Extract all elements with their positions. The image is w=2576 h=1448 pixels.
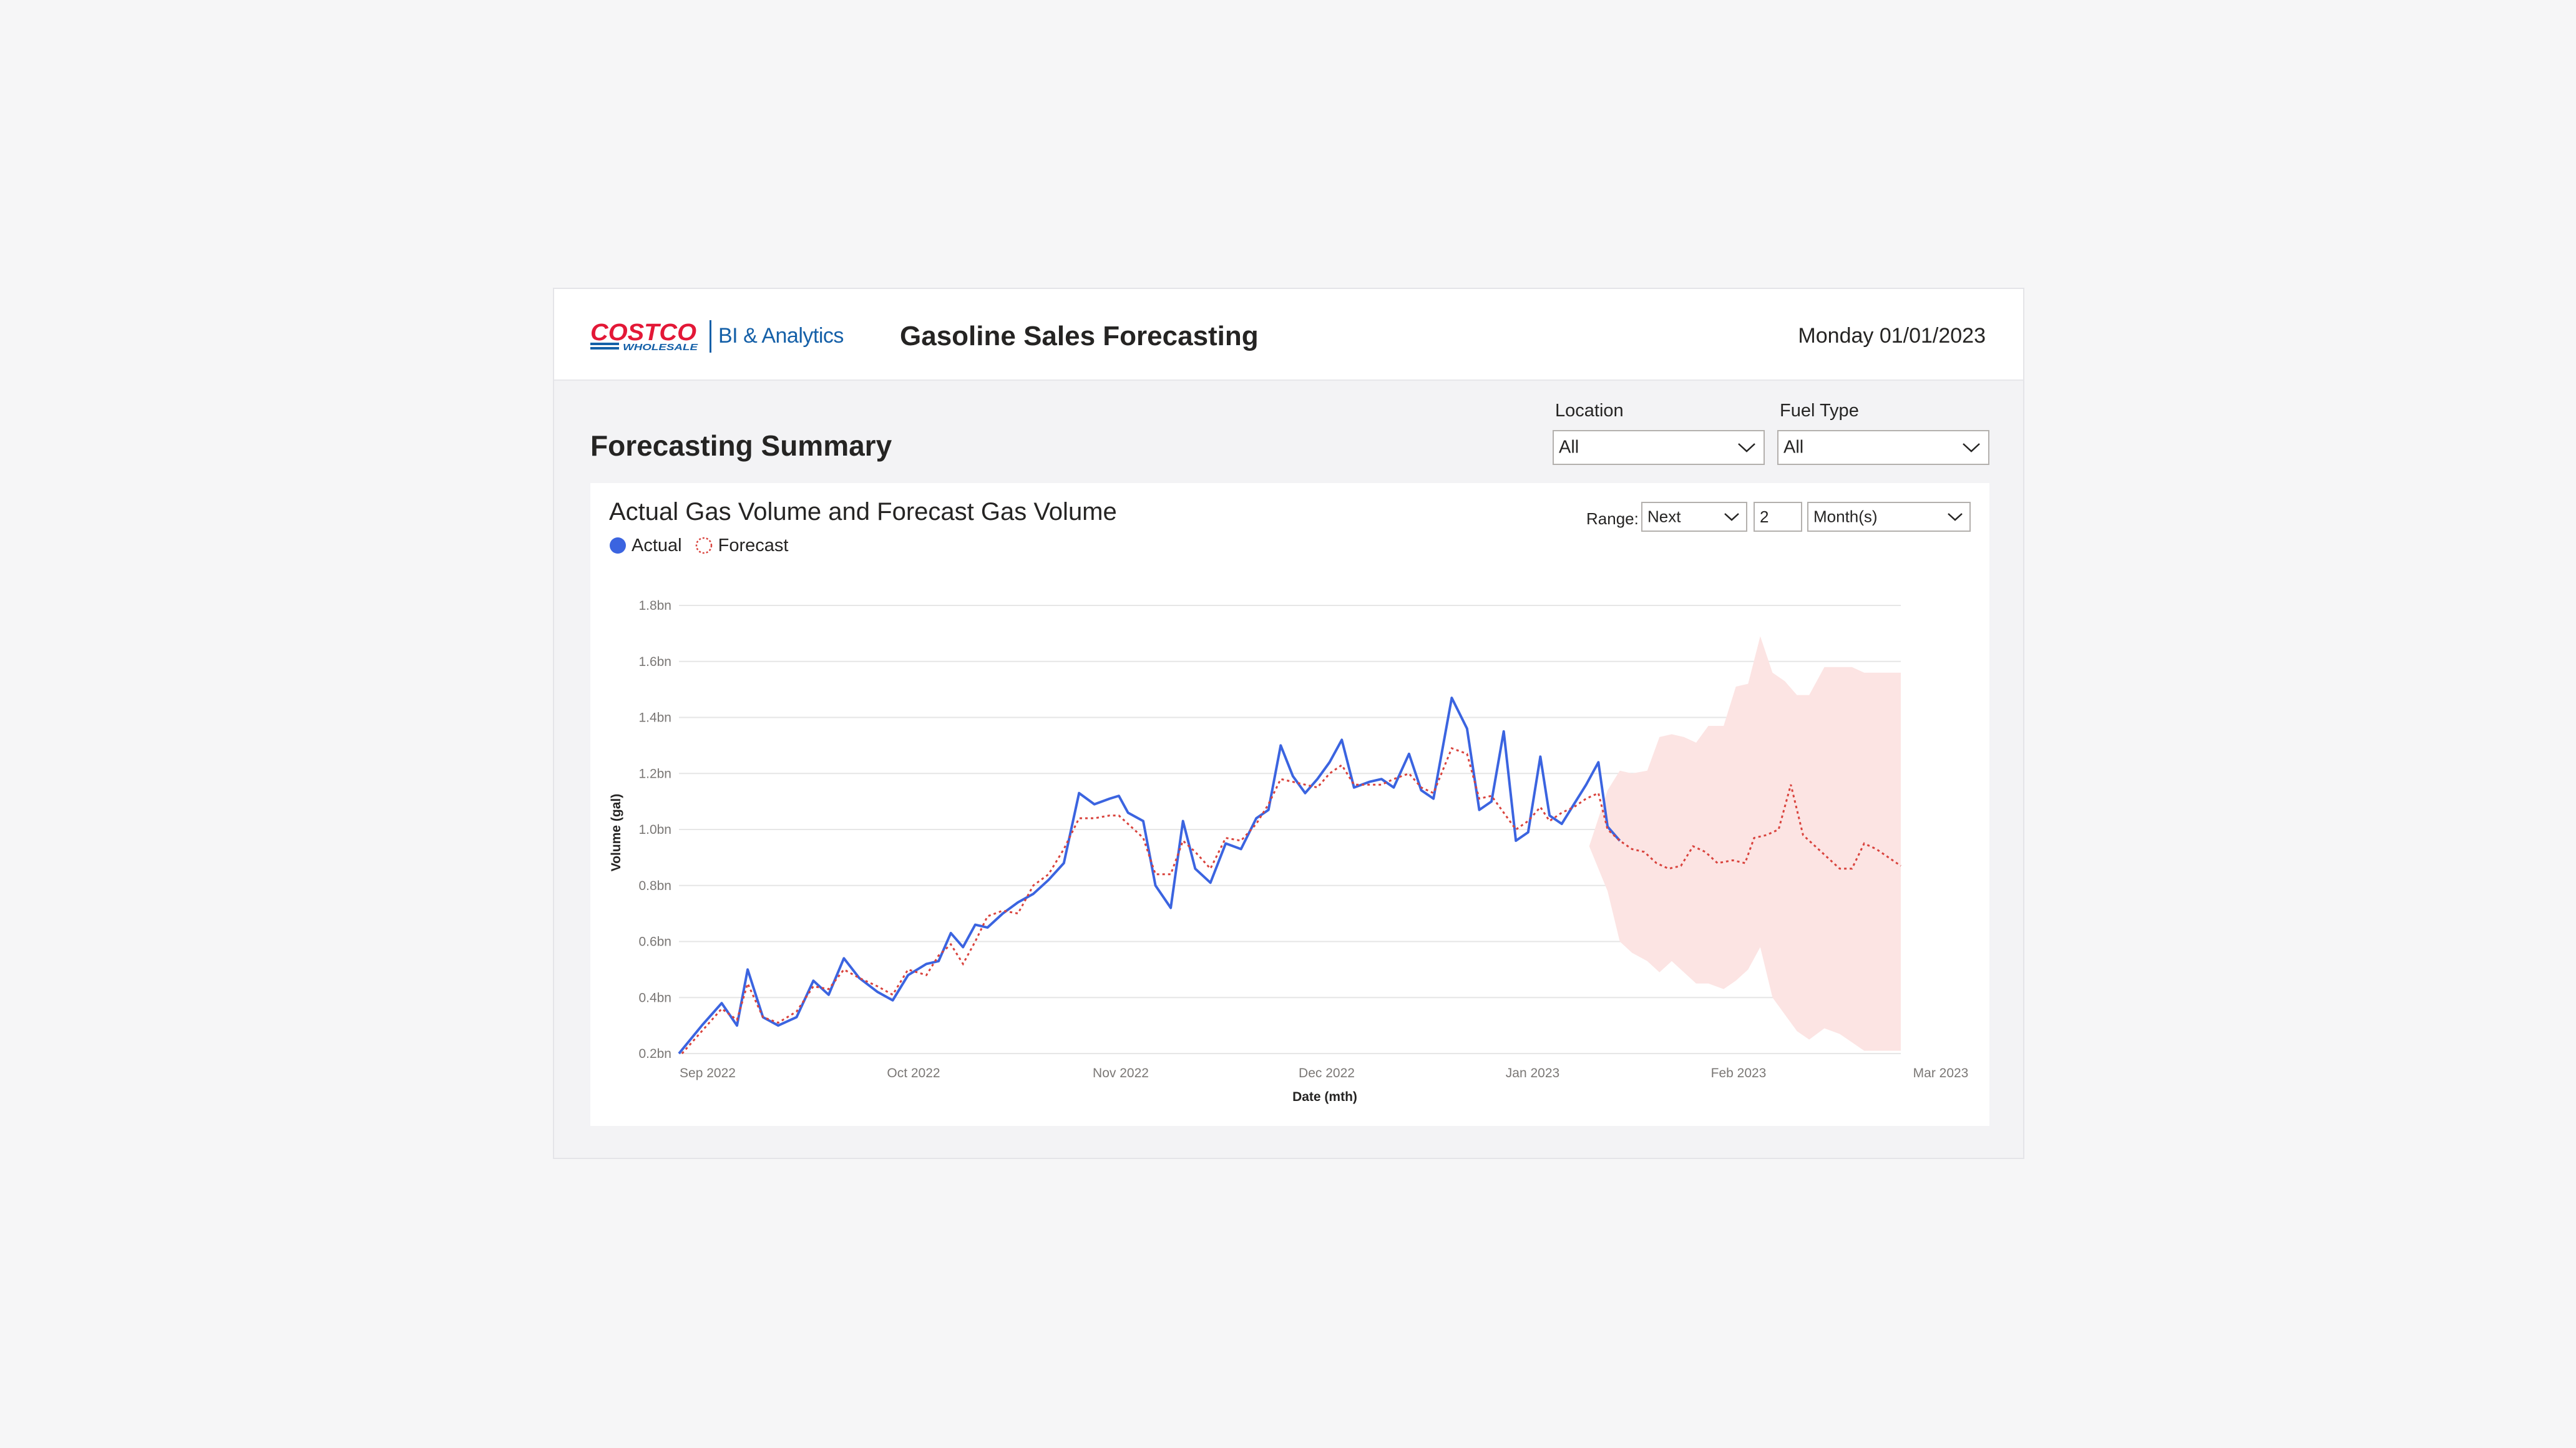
y-tick-label: 0.8bn	[638, 879, 671, 893]
forecast-range-band	[1589, 636, 1901, 1051]
current-date: Monday 01/01/2023	[1798, 324, 1986, 348]
range-unit-value: Month(s)	[1813, 507, 1878, 526]
fuel-type-select[interactable]: All	[1777, 430, 1989, 465]
legend-label-forecast: Forecast	[718, 535, 789, 555]
range-count-input[interactable]: 2	[1754, 502, 1802, 532]
y-tick-label: 1.8bn	[638, 599, 671, 613]
range-direction-select[interactable]: Next	[1641, 502, 1747, 532]
range-unit-select[interactable]: Month(s)	[1807, 502, 1971, 532]
legend-item-forecast[interactable]: Forecast	[695, 535, 789, 556]
svg-text:WHOLESALE: WHOLESALE	[623, 342, 698, 353]
chevron-down-icon	[1963, 443, 1980, 452]
legend-item-actual[interactable]: Actual	[609, 536, 682, 556]
y-tick-label: 1.6bn	[638, 655, 671, 669]
y-tick-label: 0.6bn	[638, 935, 671, 949]
app-title: Gasoline Sales Forecasting	[900, 321, 1259, 351]
actual-series-line	[678, 697, 1621, 1055]
y-tick-label: 1.0bn	[638, 823, 671, 837]
legend-label-actual: Actual	[632, 535, 682, 555]
range-direction-value: Next	[1647, 507, 1681, 526]
bi-analytics-label: BI & Analytics	[718, 324, 844, 348]
logo-wordmark: COSTCO	[590, 320, 696, 346]
chart-legend: Actual Forecast	[609, 534, 801, 557]
header-bar: COSTCO WHOLESALE BI & Analytics Gasoline…	[554, 289, 2023, 381]
y-axis-title: Volume (gal)	[609, 794, 623, 871]
dotted-circle-icon	[695, 537, 712, 554]
x-tick-label: Feb 2023	[1711, 1066, 1767, 1080]
chart-title: Actual Gas Volume and Forecast Gas Volum…	[609, 498, 1117, 526]
dashboard-frame: COSTCO WHOLESALE BI & Analytics Gasoline…	[553, 288, 2024, 1159]
y-tick-label: 1.4bn	[638, 711, 671, 725]
x-tick-label: Mar 2023	[1913, 1066, 1969, 1080]
chevron-down-icon	[1738, 443, 1755, 452]
location-select[interactable]: All	[1553, 430, 1765, 465]
fuel-type-select-value: All	[1783, 437, 1804, 457]
x-axis-title: Date (mth)	[1292, 1090, 1357, 1104]
y-tick-label: 1.2bn	[638, 766, 671, 781]
location-select-value: All	[1559, 437, 1579, 457]
logo-divider	[710, 320, 711, 353]
chart-card: 0.2bn 0.4bn 0.6bn 0.8bn 1.0bn 1.2bn 1.4bn 1.6bn…	[590, 483, 1989, 1126]
section-title: Forecasting Summary	[590, 429, 892, 462]
x-tick-label: Sep 2022	[680, 1066, 736, 1080]
x-tick-label: Dec 2022	[1299, 1066, 1355, 1080]
chevron-down-icon	[1948, 513, 1963, 521]
costco-logo: COSTCO WHOLESALE	[590, 320, 698, 353]
forecast-series-line	[681, 746, 1901, 1054]
x-tick-label: Nov 2022	[1093, 1066, 1149, 1080]
x-tick-label: Oct 2022	[887, 1066, 940, 1080]
y-tick-label: 0.4bn	[638, 991, 671, 1005]
range-label: Range:	[1586, 509, 1639, 528]
line-chart: 0.2bn 0.4bn 0.6bn 0.8bn 1.0bn 1.2bn 1.4bn 1.6bn…	[609, 599, 1969, 1104]
solid-circle-icon	[610, 537, 626, 554]
x-tick-label: Jan 2023	[1506, 1066, 1559, 1080]
chevron-down-icon	[1724, 513, 1739, 521]
location-filter-label: Location	[1555, 401, 1624, 421]
y-tick-label: 0.2bn	[638, 1047, 671, 1061]
fuel-type-filter-label: Fuel Type	[1780, 401, 1859, 421]
